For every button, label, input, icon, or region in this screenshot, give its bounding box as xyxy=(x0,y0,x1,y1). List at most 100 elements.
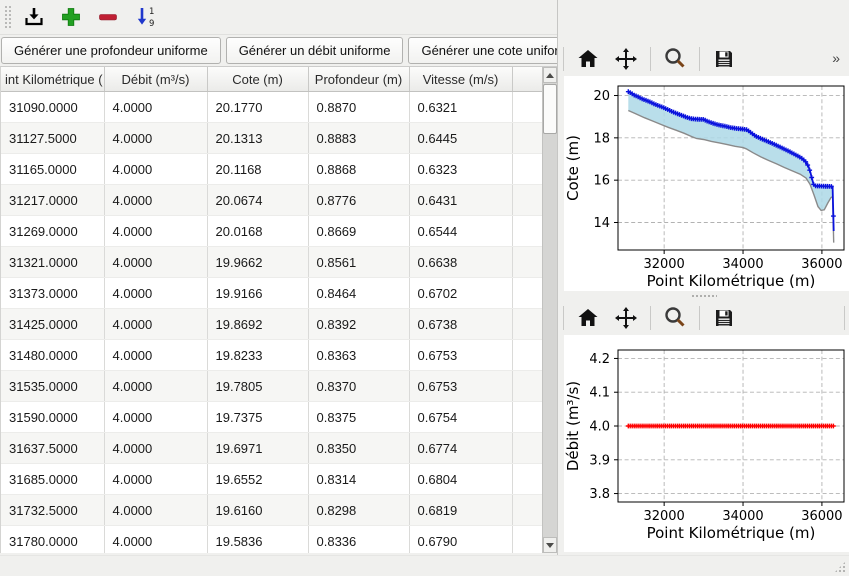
table-cell[interactable]: 0.6774 xyxy=(409,432,513,464)
toolbar-overflow-chevron[interactable]: » xyxy=(832,50,840,66)
table-cell[interactable]: 31535.0000 xyxy=(1,370,105,402)
header-vitesse[interactable]: Vitesse (m/s) xyxy=(409,67,513,92)
header-profondeur[interactable]: Profondeur (m) xyxy=(308,67,410,92)
table-cell[interactable]: 0.8350 xyxy=(308,432,410,464)
table-cell[interactable]: 0.8375 xyxy=(308,401,410,433)
table-cell[interactable]: 31685.0000 xyxy=(1,463,105,495)
table-cell[interactable]: 0.8314 xyxy=(308,463,410,495)
remove-row-button[interactable] xyxy=(94,3,122,31)
table-cell[interactable]: 4.0000 xyxy=(104,432,208,464)
table-cell[interactable]: 31165.0000 xyxy=(1,153,105,185)
table-cell[interactable]: 20.0674 xyxy=(207,184,309,216)
table-cell[interactable]: 0.8336 xyxy=(308,525,410,553)
table-cell[interactable]: 0.8464 xyxy=(308,277,410,309)
zoom-button[interactable] xyxy=(661,304,689,332)
table-cell[interactable]: 0.8363 xyxy=(308,339,410,371)
table-cell[interactable]: 31480.0000 xyxy=(1,339,105,371)
table-cell[interactable]: 4.0000 xyxy=(104,401,208,433)
table-cell[interactable]: 31637.5000 xyxy=(1,432,105,464)
table-cell[interactable]: 0.6753 xyxy=(409,339,513,371)
table-cell[interactable]: 19.9166 xyxy=(207,277,309,309)
pan-button[interactable] xyxy=(612,304,640,332)
table-cell[interactable]: 19.9662 xyxy=(207,246,309,278)
table-cell[interactable]: 4.0000 xyxy=(104,494,208,526)
table-cell[interactable]: 31732.5000 xyxy=(1,494,105,526)
table-cell[interactable]: 0.8669 xyxy=(308,215,410,247)
scrollbar-up-button[interactable] xyxy=(543,67,557,83)
table-cell[interactable]: 19.7375 xyxy=(207,401,309,433)
table-cell[interactable]: 20.0168 xyxy=(207,215,309,247)
table-cell[interactable]: 31780.0000 xyxy=(1,525,105,553)
table-cell[interactable]: 0.6819 xyxy=(409,494,513,526)
table-cell[interactable]: 4.0000 xyxy=(104,339,208,371)
table-cell[interactable]: 0.6790 xyxy=(409,525,513,553)
table-cell[interactable]: 19.7805 xyxy=(207,370,309,402)
table-vertical-scrollbar[interactable] xyxy=(542,67,558,553)
toolbar-grip[interactable] xyxy=(4,5,11,29)
table-cell[interactable]: 20.1313 xyxy=(207,122,309,154)
table-cell[interactable]: 0.6738 xyxy=(409,308,513,340)
table-cell[interactable]: 4.0000 xyxy=(104,122,208,154)
pan-button[interactable] xyxy=(612,45,640,73)
table-cell[interactable]: 0.8370 xyxy=(308,370,410,402)
table-cell[interactable]: 0.6753 xyxy=(409,370,513,402)
table-cell[interactable]: 4.0000 xyxy=(104,277,208,309)
save-figure-button[interactable] xyxy=(710,45,738,73)
charts-splitter[interactable] xyxy=(558,291,849,301)
table-cell[interactable]: 4.0000 xyxy=(104,525,208,553)
save-figure-button[interactable] xyxy=(710,304,738,332)
cote-chart-canvas[interactable]: 32000 34000 36000 14 16 18 20 Point Kilométriqu… xyxy=(564,76,849,291)
table-cell[interactable]: 31425.0000 xyxy=(1,308,105,340)
table-cell[interactable]: 31321.0000 xyxy=(1,246,105,278)
table-cell[interactable]: 4.0000 xyxy=(104,153,208,185)
generate-uniform-depth-button[interactable]: Générer une profondeur uniforme xyxy=(1,37,221,64)
table-cell[interactable]: 31127.5000 xyxy=(1,122,105,154)
scrollbar-down-button[interactable] xyxy=(543,537,557,553)
table-cell[interactable]: 19.6971 xyxy=(207,432,309,464)
import-download-button[interactable] xyxy=(20,3,48,31)
table-cell[interactable]: 0.6544 xyxy=(409,215,513,247)
table-cell[interactable]: 4.0000 xyxy=(104,91,208,123)
table-cell[interactable]: 19.6160 xyxy=(207,494,309,526)
table-cell[interactable]: 19.8692 xyxy=(207,308,309,340)
table-cell[interactable]: 4.0000 xyxy=(104,308,208,340)
table-cell[interactable]: 0.8870 xyxy=(308,91,410,123)
table-cell[interactable]: 31373.0000 xyxy=(1,277,105,309)
table-cell[interactable]: 19.5836 xyxy=(207,525,309,553)
table-cell[interactable]: 0.6323 xyxy=(409,153,513,185)
table-cell[interactable]: 31269.0000 xyxy=(1,215,105,247)
table-cell[interactable]: 0.6445 xyxy=(409,122,513,154)
table-cell[interactable]: 31090.0000 xyxy=(1,91,105,123)
table-cell[interactable]: 0.8776 xyxy=(308,184,410,216)
table-cell[interactable]: 19.6552 xyxy=(207,463,309,495)
table-cell[interactable]: 4.0000 xyxy=(104,184,208,216)
table-cell[interactable]: 0.8298 xyxy=(308,494,410,526)
table-cell[interactable]: 0.6638 xyxy=(409,246,513,278)
header-cote[interactable]: Cote (m) xyxy=(207,67,309,92)
header-point-kilometrique[interactable]: int Kilométrique ( xyxy=(1,67,105,92)
table-cell[interactable]: 4.0000 xyxy=(104,370,208,402)
table-cell[interactable]: 4.0000 xyxy=(104,463,208,495)
table-cell[interactable]: 0.8392 xyxy=(308,308,410,340)
table-cell[interactable]: 0.8868 xyxy=(308,153,410,185)
table-cell[interactable]: 20.1770 xyxy=(207,91,309,123)
table-cell[interactable]: 0.8561 xyxy=(308,246,410,278)
sort-numeric-button[interactable]: 1 9 xyxy=(131,3,159,31)
table-cell[interactable]: 0.6321 xyxy=(409,91,513,123)
table-cell[interactable]: 0.6754 xyxy=(409,401,513,433)
generate-uniform-flow-button[interactable]: Générer un débit uniforme xyxy=(225,37,404,64)
table-cell[interactable]: 0.6431 xyxy=(409,184,513,216)
table-cell[interactable]: 4.0000 xyxy=(104,215,208,247)
home-button[interactable] xyxy=(574,45,602,73)
add-row-button[interactable] xyxy=(57,3,85,31)
table-cell[interactable]: 31590.0000 xyxy=(1,401,105,433)
table-cell[interactable]: 19.8233 xyxy=(207,339,309,371)
resize-grip-icon[interactable] xyxy=(834,561,846,573)
home-button[interactable] xyxy=(574,304,602,332)
table-cell[interactable]: 0.6804 xyxy=(409,463,513,495)
table-cell[interactable]: 20.1168 xyxy=(207,153,309,185)
debit-chart-canvas[interactable]: 32000 34000 36000 3.8 3.9 4.0 4.1 4.2 Point Kilo… xyxy=(564,335,849,552)
table-cell[interactable]: 0.6702 xyxy=(409,277,513,309)
scrollbar-thumb[interactable] xyxy=(543,84,557,134)
zoom-button[interactable] xyxy=(661,45,689,73)
